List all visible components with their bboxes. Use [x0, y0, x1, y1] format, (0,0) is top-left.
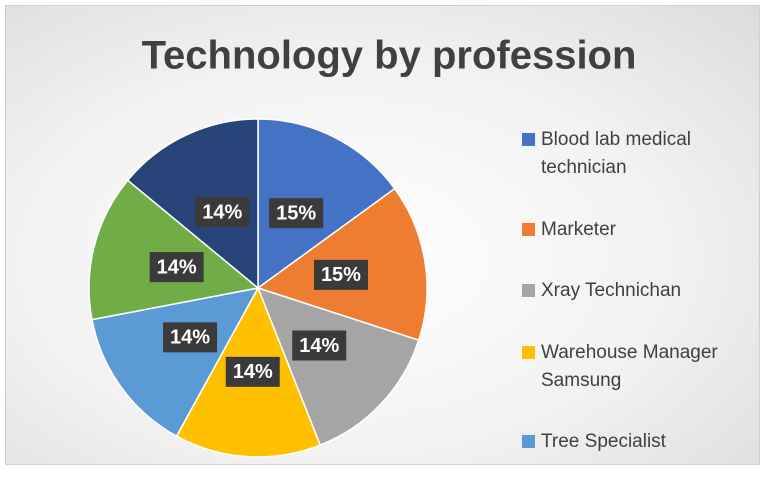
legend: Blood lab medical technician Marketer Xray… — [522, 126, 757, 456]
pie-slice — [88, 179, 260, 321]
legend-item: Xray Technichan — [522, 277, 757, 305]
legend-label: Warehouse Manager Samsung — [541, 341, 718, 391]
chart-title: Technology by profession — [142, 34, 637, 78]
legend-item: Warehouse Manager Samsung — [522, 339, 757, 395]
legend-swatch — [522, 284, 535, 297]
legend-label: Tree Specialist — [541, 431, 666, 452]
data-label-box — [313, 259, 368, 290]
data-label: 14% — [233, 361, 273, 383]
data-label-box — [225, 356, 280, 387]
data-label-box — [292, 330, 347, 361]
data-label: 14% — [202, 201, 242, 223]
data-label: 14% — [170, 327, 210, 349]
legend-swatch — [522, 345, 535, 359]
data-label: 15% — [276, 202, 316, 224]
pie-slice — [256, 286, 420, 447]
data-label-box — [163, 322, 218, 353]
legend-item: Tree Specialist — [522, 428, 757, 456]
data-label-box — [149, 252, 204, 283]
chart-area: Technology by profession 15% 15% 14% 14% 14%… — [5, 5, 760, 465]
legend-label: Blood lab medical technician — [541, 129, 691, 178]
chart: Technology by profession 15% 15% 14% 14% 14%… — [88, 34, 637, 458]
legend-item: Marketer — [522, 216, 757, 244]
legend-label: Marketer — [541, 218, 616, 240]
pie-slice — [126, 118, 259, 290]
data-label-box — [195, 196, 250, 227]
data-label: 14% — [299, 335, 339, 357]
data-label: 15% — [321, 264, 361, 286]
legend-label: Xray Technichan — [541, 280, 682, 301]
data-label: 14% — [157, 256, 197, 278]
data-label-box — [269, 198, 324, 229]
legend-swatch — [522, 222, 535, 236]
legend-swatch — [522, 133, 535, 146]
legend-item: Blood lab medical technician — [522, 126, 757, 182]
pie-slice — [257, 118, 396, 290]
legend-swatch — [522, 435, 535, 448]
